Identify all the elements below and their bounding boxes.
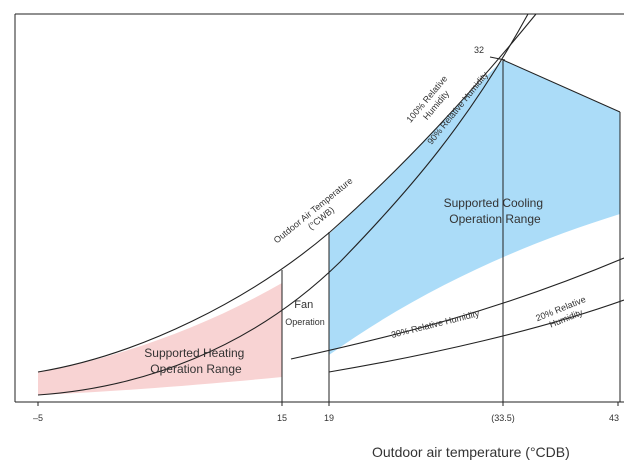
tick-label-33-5: (33.5): [491, 413, 515, 423]
tick-label-43: 43: [609, 413, 619, 423]
rh30-curve: [290, 257, 624, 360]
rh30-label: 30% Relative Humidity: [390, 308, 481, 340]
tick-label-19: 19: [324, 413, 334, 423]
x-axis-title: Outdoor air temperature (°CDB): [372, 444, 570, 460]
fan-label: Fan Operation: [285, 299, 325, 327]
fan-label-line2: Operation: [285, 317, 325, 327]
rh100-curve: [37, 13, 537, 373]
fan-label-line1: Fan: [294, 299, 313, 311]
cooling-label-line1: Supported Cooling: [444, 196, 543, 210]
cooling-label: Supported Cooling Operation Range: [444, 196, 547, 226]
heating-label-line1: Supported Heating: [144, 346, 244, 360]
heating-range-region: [38, 283, 282, 395]
rh20-curve: [328, 299, 624, 373]
cooling-label-line2: Operation Range: [449, 212, 541, 226]
rh90-curve: [37, 13, 529, 396]
heating-label: Supported Heating Operation Range: [144, 346, 247, 376]
tick-label-15: 15: [277, 413, 287, 423]
heating-label-line2: Operation Range: [150, 362, 242, 376]
tick-label-neg5: –5: [33, 413, 43, 423]
cooling-top-edge: [502, 59, 621, 113]
wb32-leader: [489, 56, 506, 61]
wet-bulb-32-label: 32: [474, 45, 484, 55]
cooling-range-region: [329, 60, 620, 355]
